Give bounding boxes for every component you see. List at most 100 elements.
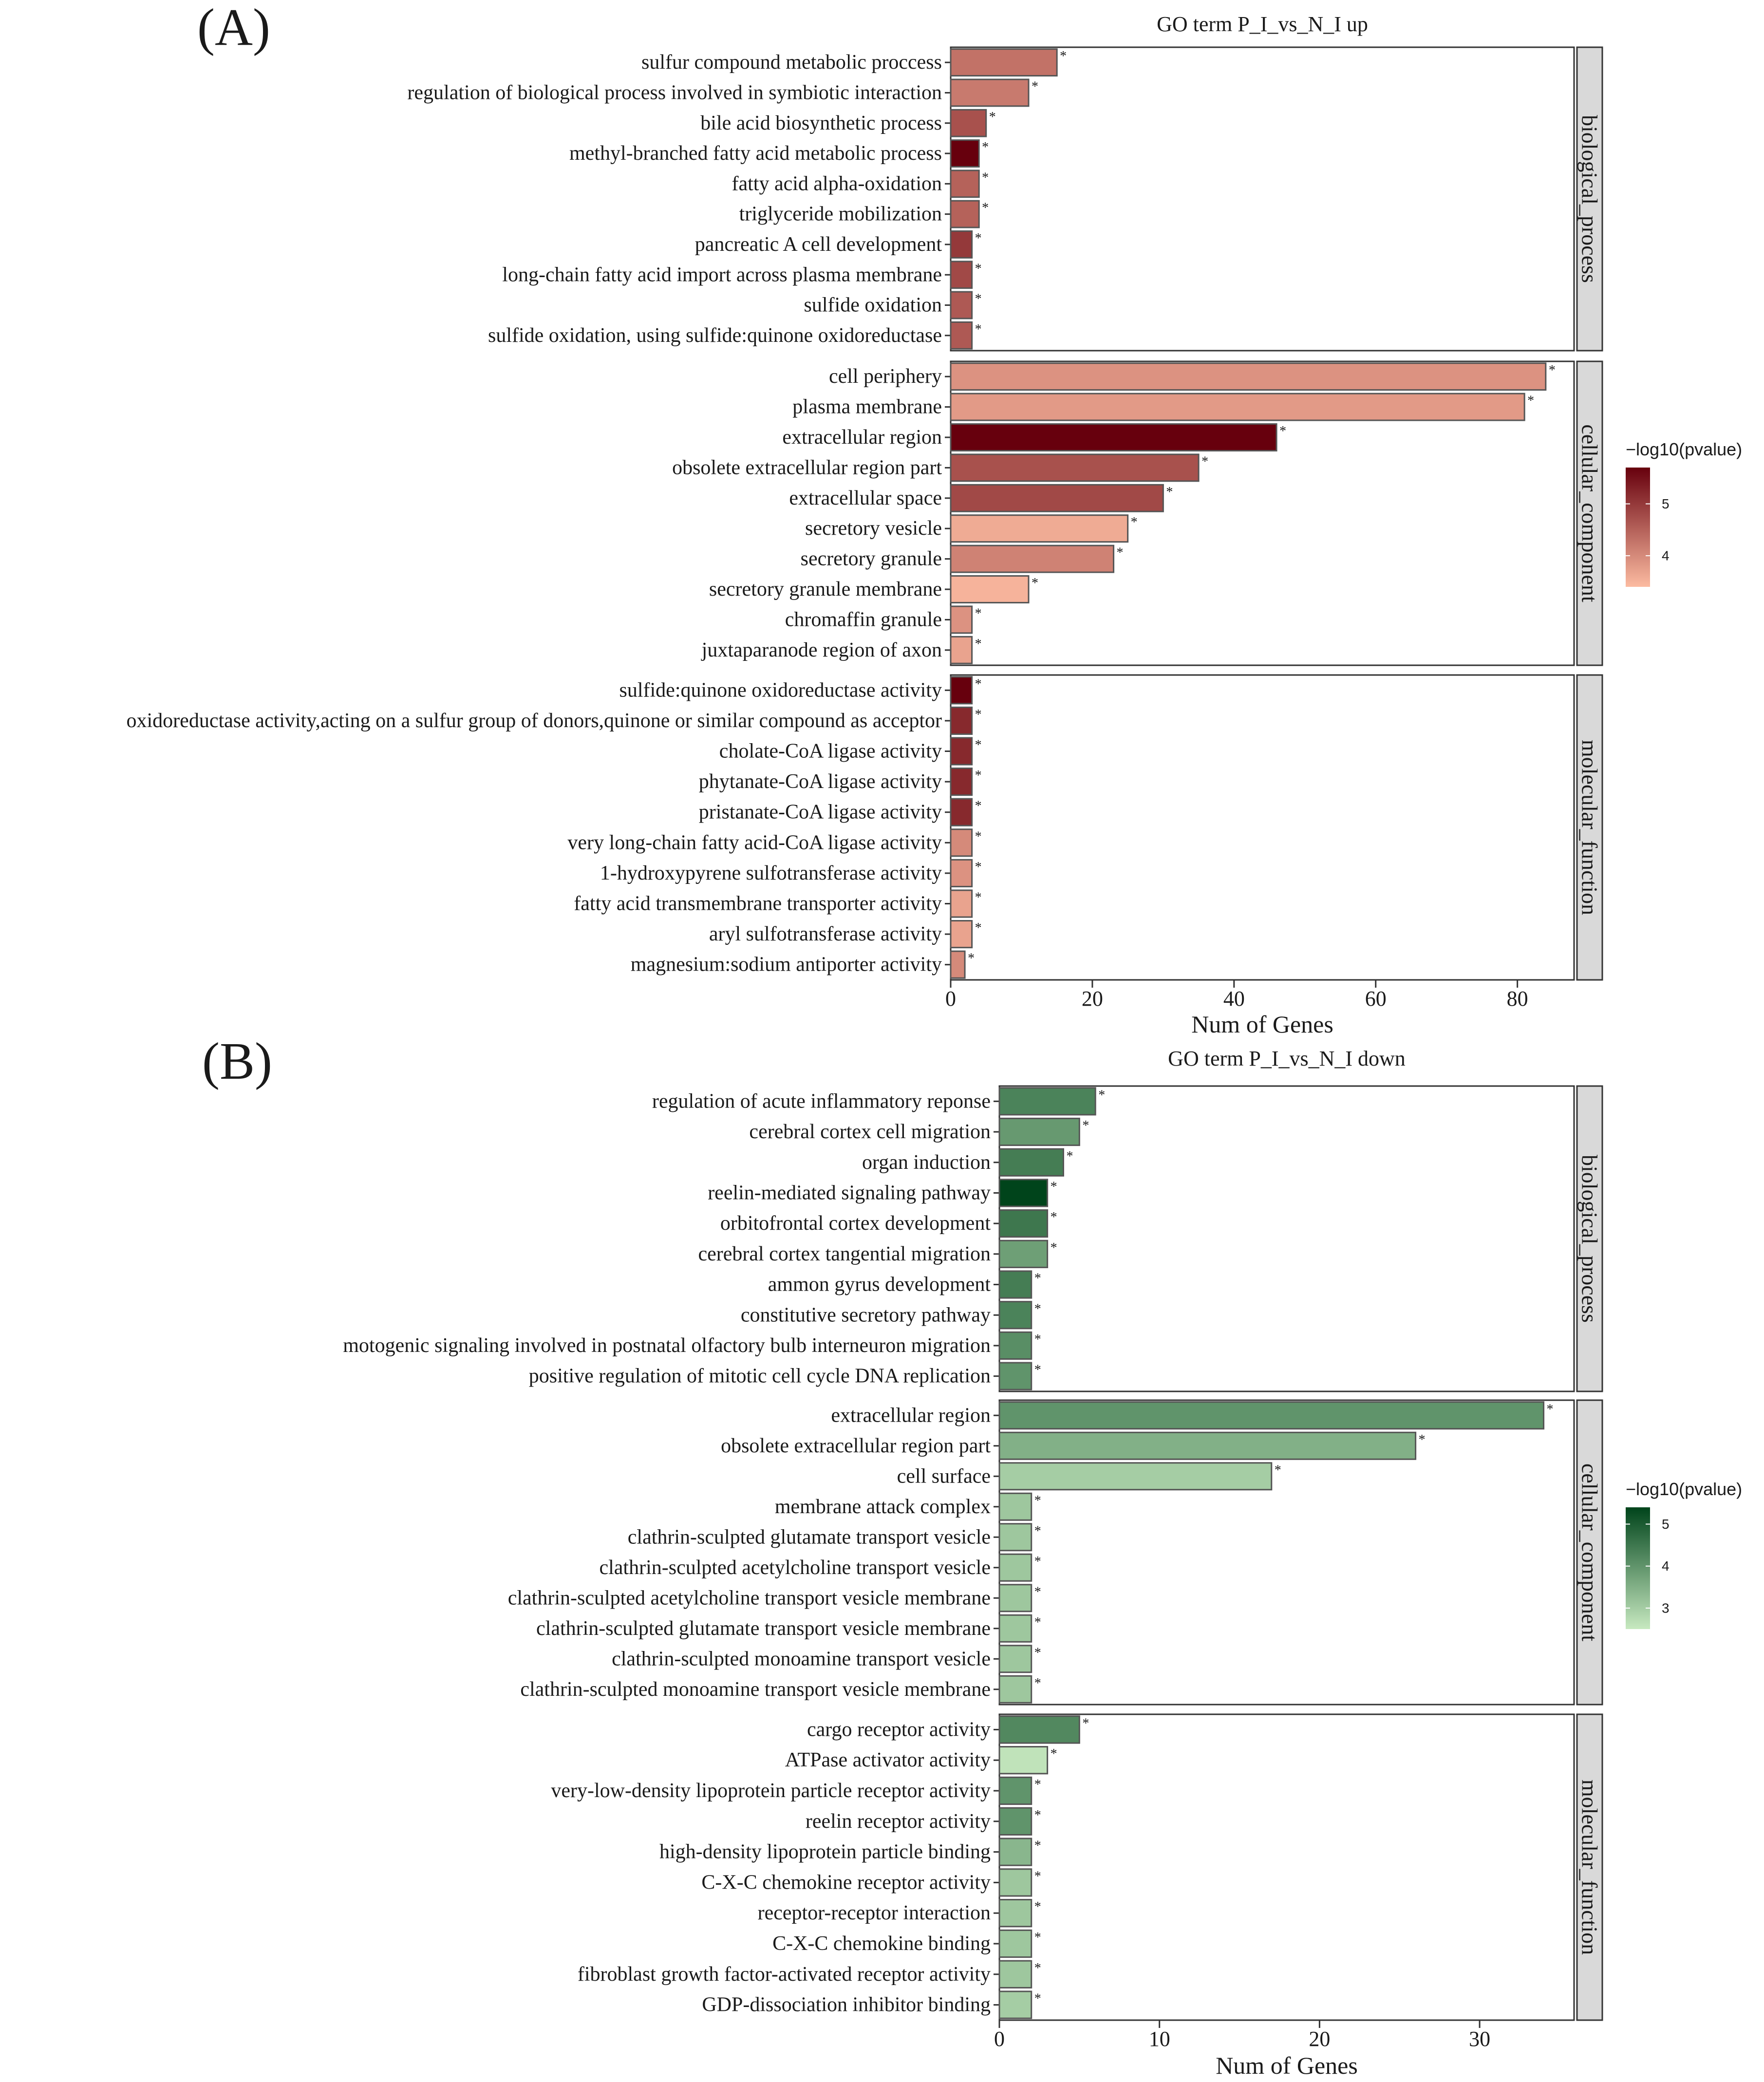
- bar: [950, 737, 973, 766]
- significance-star: *: [1034, 1554, 1041, 1569]
- x-tick-label: 40: [1223, 987, 1245, 1011]
- term-label: secretory granule membrane: [709, 578, 942, 600]
- term-label: very long-chain fatty acid-CoA ligase ac…: [567, 831, 942, 854]
- significance-star: *: [1034, 1645, 1041, 1660]
- bar: [998, 1209, 1049, 1238]
- bar: [998, 1431, 1417, 1460]
- significance-star: *: [1060, 49, 1067, 64]
- significance-star: *: [975, 829, 982, 844]
- bar: [950, 78, 1030, 107]
- legend-tick-label: 4: [1662, 548, 1670, 563]
- bar: [950, 453, 1200, 482]
- bar: [998, 1868, 1032, 1897]
- term-label: obsolete extracellular region part: [672, 456, 942, 479]
- legend-tick-label: 3: [1662, 1600, 1670, 1615]
- significance-star: *: [1275, 1463, 1281, 1478]
- bar: [998, 1331, 1032, 1360]
- term-label: organ induction: [862, 1151, 991, 1174]
- bar: [998, 1117, 1080, 1146]
- bar: [950, 291, 973, 319]
- term-label: very-low-density lipoprotein particle re…: [551, 1780, 991, 1802]
- term-label: regulation of biological process involve…: [407, 81, 942, 104]
- significance-star: *: [1034, 1838, 1041, 1854]
- bar: [950, 230, 973, 259]
- facet-strip-label: biological_process: [1577, 1155, 1602, 1323]
- term-label: fibroblast growth factor-activated recep…: [578, 1963, 991, 1986]
- bar: [998, 1899, 1032, 1928]
- significance-star: *: [1279, 424, 1286, 439]
- facet-biological-process: biological_process regulation of acute in…: [343, 1085, 1603, 1392]
- facet-panel-border: [950, 46, 1575, 352]
- bar: [950, 139, 980, 168]
- significance-star: *: [1082, 1118, 1089, 1133]
- bar: [998, 1148, 1064, 1177]
- term-label: constitutive secretory pathway: [741, 1304, 991, 1326]
- significance-star: *: [1051, 1746, 1057, 1762]
- term-label: reelin receptor activity: [806, 1810, 991, 1833]
- facet-biological-process: biological_process sulfur compound metabo…: [407, 46, 1603, 352]
- term-label: reelin-mediated signaling pathway: [708, 1182, 991, 1204]
- significance-star: *: [1051, 1240, 1057, 1256]
- significance-star: *: [975, 799, 982, 814]
- term-label: extracellular region: [782, 426, 942, 449]
- facet-cellular-component: cellular_component extracellular region * o…: [508, 1399, 1603, 1706]
- bar: [950, 169, 980, 198]
- bar: [998, 1179, 1049, 1207]
- x-tick-label: 20: [1082, 987, 1103, 1011]
- bar: [998, 1776, 1032, 1805]
- facet-strip: [1576, 360, 1603, 666]
- chart-title: GO term P_I_vs_N_I down: [1168, 1047, 1406, 1070]
- bar: [998, 1746, 1049, 1775]
- x-axis: 0 10 20 30 Num of Genes: [994, 2020, 1490, 2079]
- significance-star: *: [1131, 515, 1138, 530]
- bar: [950, 768, 973, 796]
- term-label: cholate-CoA ligase activity: [719, 740, 942, 763]
- term-label: plasma membrane: [792, 396, 942, 418]
- significance-star: *: [1034, 1363, 1041, 1378]
- bar: [998, 1584, 1032, 1613]
- bar: [950, 514, 1129, 543]
- term-label: pristanate-CoA ligase activity: [699, 801, 942, 824]
- facet-molecular-function: molecular_function cargo receptor activit…: [551, 1713, 1603, 2021]
- facet-strip: [1576, 46, 1603, 352]
- significance-star: *: [1034, 1301, 1041, 1316]
- significance-star: *: [1032, 576, 1038, 591]
- bar: [998, 1270, 1032, 1299]
- significance-star: *: [982, 170, 989, 185]
- term-label: clathrin-sculpted acetylcholine transpor…: [508, 1587, 991, 1609]
- term-label: clathrin-sculpted monoamine transport ve…: [612, 1648, 991, 1670]
- chart-panel-b: (B) GO term P_I_vs_N_I down biological_pro…: [202, 1032, 1742, 2079]
- facet-strip-label: molecular_function: [1577, 1780, 1602, 1955]
- significance-star: *: [1082, 1716, 1089, 1731]
- significance-star: *: [1419, 1432, 1426, 1447]
- significance-star: *: [1066, 1149, 1073, 1164]
- facet-strip: [1576, 1713, 1603, 2021]
- bar: [998, 1715, 1080, 1744]
- x-axis-title: Num of Genes: [1191, 1011, 1333, 1038]
- significance-star: *: [975, 920, 982, 936]
- x-tick-label: 10: [1149, 2027, 1170, 2051]
- significance-star: *: [1034, 1615, 1041, 1630]
- term-label: extracellular space: [789, 487, 942, 509]
- significance-star: *: [1034, 1271, 1041, 1286]
- term-label: bile acid biosynthetic process: [700, 112, 942, 134]
- bar: [998, 1362, 1032, 1390]
- facet-panel-border: [950, 674, 1575, 981]
- term-label: cargo receptor activity: [807, 1718, 991, 1741]
- significance-star: *: [975, 860, 982, 875]
- significance-star: *: [975, 322, 982, 337]
- term-label: 1-hydroxypyrene sulfotransferase activit…: [600, 862, 942, 884]
- significance-star: *: [1098, 1088, 1105, 1103]
- facet-strip-label: molecular_function: [1577, 740, 1602, 915]
- term-label: methyl-branched fatty acid metabolic pro…: [569, 142, 942, 165]
- facet-strip-label: biological_process: [1577, 115, 1602, 283]
- significance-star: *: [989, 110, 996, 125]
- bar: [950, 393, 1525, 421]
- significance-star: *: [1201, 454, 1208, 469]
- legend-tick-label: 5: [1662, 496, 1670, 511]
- term-label: sulfide oxidation: [804, 294, 942, 317]
- bar: [998, 1301, 1032, 1330]
- x-tick-label: 60: [1365, 987, 1387, 1011]
- bar: [950, 889, 973, 918]
- bar: [950, 48, 1058, 77]
